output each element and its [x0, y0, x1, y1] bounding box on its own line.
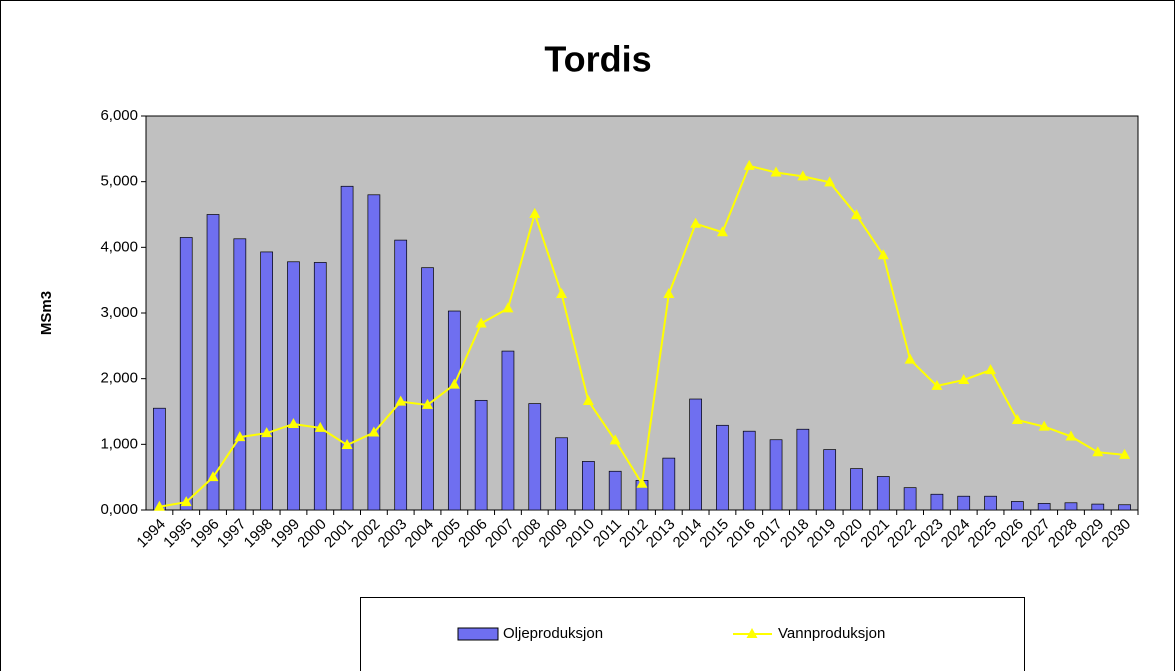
bar: [689, 398, 702, 511]
marker: [341, 438, 353, 449]
marker: [958, 373, 970, 384]
bar: [1064, 502, 1078, 511]
marker: [502, 302, 514, 313]
marker: [797, 170, 809, 181]
marker: [904, 353, 916, 364]
plot-area: [145, 115, 1139, 511]
marker: [448, 378, 460, 389]
marker: [663, 287, 675, 298]
marker: [1092, 446, 1104, 457]
bar: [796, 428, 810, 511]
marker: [1065, 430, 1077, 441]
bar: [555, 437, 568, 511]
bar: [876, 476, 890, 511]
y-tick-label: 2,000: [100, 370, 138, 387]
y-tick-label: 0,000: [100, 501, 138, 518]
marker: [180, 496, 192, 507]
legend-marker: [746, 628, 758, 638]
bar: [903, 487, 917, 511]
bar: [823, 449, 837, 511]
marker: [368, 426, 380, 437]
marker: [234, 431, 246, 442]
bar: [930, 493, 944, 511]
bar: [608, 470, 622, 511]
marker: [985, 364, 997, 375]
marker: [529, 207, 541, 218]
bar: [528, 403, 542, 511]
bar: [260, 251, 273, 511]
bar: [287, 261, 300, 511]
marker: [931, 379, 943, 390]
bar: [367, 194, 381, 511]
bar: [1037, 503, 1051, 511]
bar: [582, 461, 595, 511]
bar: [340, 185, 354, 511]
bar: [1118, 504, 1131, 511]
y-axis-label: MSm3: [38, 291, 55, 335]
legend-label: Vannproduksjon: [778, 625, 885, 642]
bar: [313, 262, 327, 511]
marker: [850, 209, 862, 220]
marker: [1011, 414, 1023, 425]
marker: [877, 249, 889, 260]
marker: [475, 317, 487, 328]
legend-label: Oljeproduksjon: [503, 625, 603, 642]
bar: [769, 439, 783, 511]
bar: [179, 237, 193, 511]
bar: [206, 214, 220, 511]
marker: [153, 500, 165, 511]
marker: [287, 417, 299, 428]
bar: [394, 239, 408, 511]
bar: [1011, 501, 1024, 511]
bar: [742, 430, 756, 511]
marker: [207, 471, 219, 482]
marker: [636, 477, 648, 488]
marker: [261, 427, 273, 438]
bar: [501, 350, 515, 511]
y-tick-label: 3,000: [100, 304, 138, 321]
bar: [984, 495, 997, 511]
bar: [153, 407, 166, 511]
marker: [716, 226, 728, 237]
bar: [421, 267, 434, 511]
marker: [743, 159, 755, 170]
marker: [582, 394, 594, 405]
marker: [609, 434, 621, 445]
bar: [1091, 503, 1105, 511]
marker: [314, 421, 326, 432]
marker: [556, 287, 568, 298]
marker: [422, 398, 434, 409]
bar: [447, 310, 461, 511]
bar: [474, 399, 488, 511]
marker: [1119, 448, 1131, 459]
y-tick-label: 6,000: [100, 107, 138, 124]
chart-title: Tordis: [544, 39, 651, 80]
legend-swatch: [457, 627, 499, 641]
bar: [957, 495, 971, 511]
marker: [690, 217, 702, 228]
marker: [770, 166, 782, 177]
bar: [850, 468, 863, 511]
bar: [233, 238, 247, 511]
bar: [662, 457, 676, 511]
y-tick-label: 5,000: [100, 173, 138, 190]
bar: [716, 424, 729, 511]
marker: [824, 176, 836, 187]
marker: [395, 395, 407, 406]
y-tick-label: 1,000: [100, 435, 138, 452]
marker: [1038, 420, 1050, 431]
y-tick-label: 4,000: [100, 238, 138, 255]
